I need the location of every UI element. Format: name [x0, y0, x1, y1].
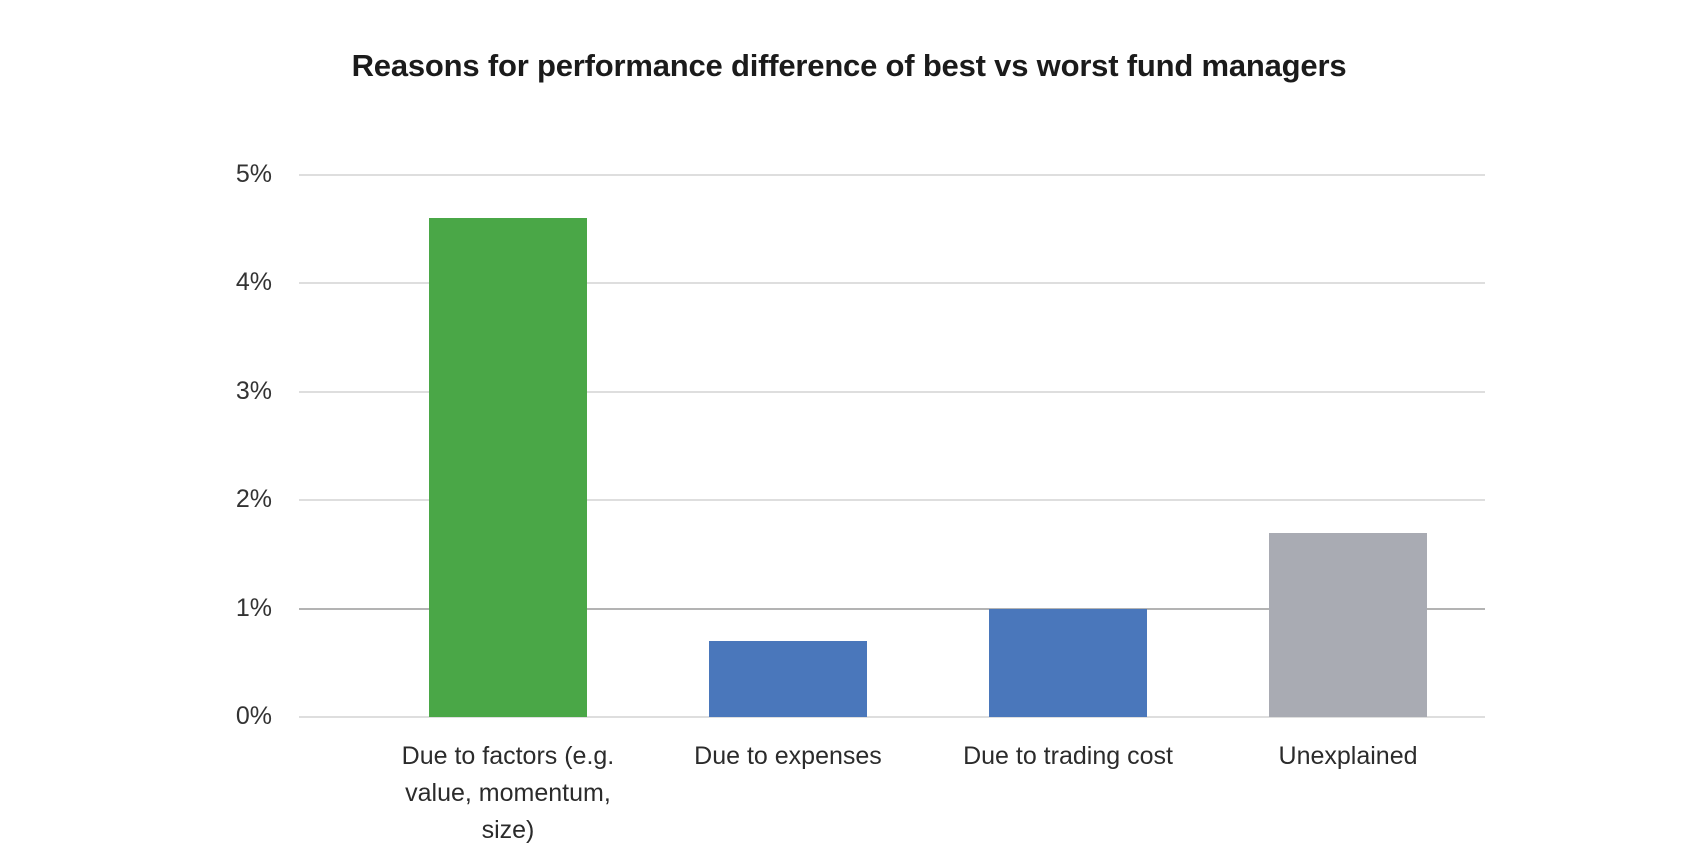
gridline-5% — [299, 174, 1485, 176]
y-axis-tick-label: 5% — [235, 160, 272, 188]
x-axis-category-label: Due to expenses — [694, 742, 882, 770]
y-axis-tick-label: 2% — [235, 485, 272, 514]
plot-area: 0% 1% 2% 3% 4% 5% Due to factors (e.g. value, … — [236, 162, 1485, 844]
x-axis-category-label: Due to trading cost — [963, 742, 1173, 770]
gridline-1% — [299, 607, 1485, 610]
bar-2 — [708, 641, 867, 717]
y-axis-tick-label: 4% — [235, 268, 272, 297]
y-axis-tick-label: 3% — [235, 376, 272, 405]
y-axis-tick-label: 0% — [235, 702, 272, 730]
gridline-3% — [299, 390, 1485, 393]
x-axis-category-label: Unexplained — [1278, 742, 1418, 770]
chart-title: Reasons for performance difference of be… — [351, 48, 1347, 83]
x-axis-category-label: Due to factors (e.g. value, momentum, si… — [401, 742, 615, 844]
gridline-0% — [299, 716, 1485, 718]
gridline-4% — [299, 282, 1485, 285]
bar-4 — [1269, 532, 1428, 717]
bar-1 — [428, 218, 587, 717]
y-axis-tick-label: 1% — [235, 593, 272, 622]
bar-3 — [989, 608, 1147, 717]
gridline-2% — [299, 499, 1485, 502]
